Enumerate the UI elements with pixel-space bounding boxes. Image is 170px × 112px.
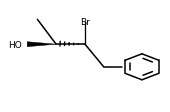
Text: Br: Br [80, 18, 90, 27]
Polygon shape [27, 42, 56, 47]
Text: HO: HO [8, 40, 22, 49]
